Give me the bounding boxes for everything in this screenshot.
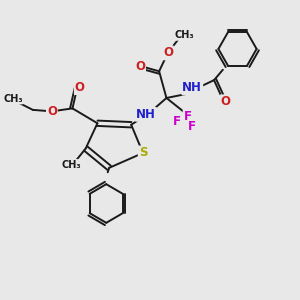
Text: CH₃: CH₃ xyxy=(3,94,23,103)
Text: O: O xyxy=(47,105,57,118)
Text: CH₃: CH₃ xyxy=(174,30,194,40)
Text: NH: NH xyxy=(182,81,202,94)
Text: O: O xyxy=(221,95,231,108)
Text: F: F xyxy=(173,115,181,128)
Text: O: O xyxy=(163,46,173,59)
Text: F: F xyxy=(188,120,196,133)
Text: O: O xyxy=(135,60,145,73)
Text: O: O xyxy=(75,81,85,94)
Text: F: F xyxy=(184,110,192,123)
Text: CH₃: CH₃ xyxy=(61,160,81,170)
Text: NH: NH xyxy=(136,108,156,121)
Text: S: S xyxy=(139,146,147,160)
